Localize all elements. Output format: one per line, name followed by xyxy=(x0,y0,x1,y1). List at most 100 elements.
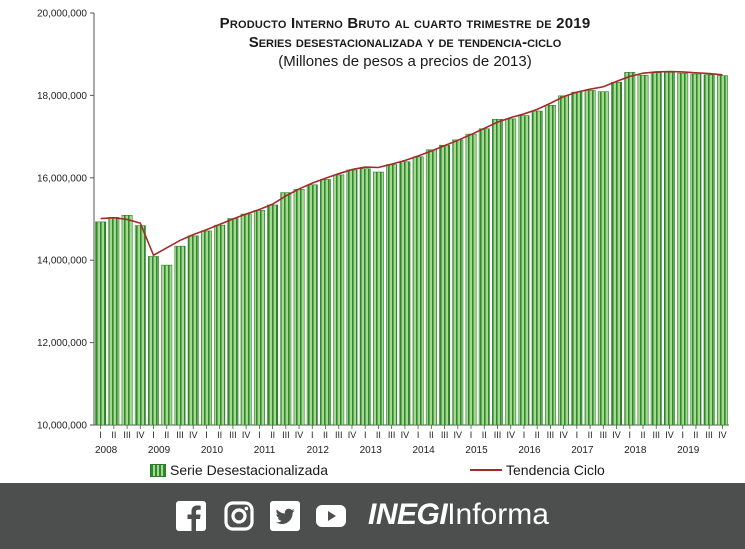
x-quarter-label: I xyxy=(681,430,684,440)
x-year-label: 2015 xyxy=(465,445,488,456)
brand-inegi: INEGI xyxy=(368,498,448,531)
bar xyxy=(161,264,173,426)
x-quarter-label: I xyxy=(629,430,632,440)
x-quarter-label: I xyxy=(99,430,102,440)
bar xyxy=(187,235,199,426)
x-quarter-label: III xyxy=(176,430,184,440)
bar xyxy=(611,81,623,426)
legend-line-label: Tendencia Ciclo xyxy=(506,462,605,478)
y-tick-label: 10,000,000 xyxy=(37,421,87,432)
bar xyxy=(664,72,675,426)
x-quarter-label: II xyxy=(693,430,698,440)
trend-line xyxy=(100,70,723,257)
y-tick-label: 20,000,000 xyxy=(37,9,87,20)
x-quarter-label: IV xyxy=(718,430,727,440)
x-quarter-label: III xyxy=(388,430,396,440)
x-quarter-label: II xyxy=(164,430,169,440)
facebook-icon[interactable] xyxy=(176,501,206,531)
x-quarter-label: I xyxy=(258,430,261,440)
x-quarter-label: I xyxy=(152,430,155,440)
x-quarter-label: II xyxy=(429,430,434,440)
bar xyxy=(465,133,477,426)
x-quarter-label: I xyxy=(364,430,367,440)
bar xyxy=(399,161,411,426)
bar xyxy=(280,192,292,426)
axes-layer xyxy=(90,12,729,429)
x-quarter-label: II xyxy=(217,430,222,440)
y-tick-label: 16,000,000 xyxy=(37,173,87,184)
bar xyxy=(478,128,490,426)
bar xyxy=(174,245,186,426)
inegi-informa-logo: INEGIInforma xyxy=(368,498,549,532)
x-quarter-label: I xyxy=(576,430,579,440)
x-quarter-label: II xyxy=(588,430,593,440)
brand-informa: Informa xyxy=(447,498,549,531)
bar xyxy=(558,95,570,426)
x-year-label: 2017 xyxy=(571,445,594,456)
x-quarter-label: IV xyxy=(612,430,621,440)
x-quarter-label: IV xyxy=(242,430,251,440)
footer-bar: INEGIInforma xyxy=(0,483,745,549)
chart-subtitle: Series desestacionalizada y de tendencia… xyxy=(248,34,562,51)
x-year-label: 2014 xyxy=(413,445,436,456)
bar xyxy=(624,72,636,426)
bar xyxy=(690,73,702,426)
bar xyxy=(492,118,503,426)
x-quarter-label: III xyxy=(441,430,449,440)
x-quarter-label: II xyxy=(535,430,540,440)
bar xyxy=(134,225,146,426)
bar xyxy=(637,74,649,426)
bar xyxy=(253,210,265,426)
bar xyxy=(320,179,331,426)
chart-svg: 10,000,000 12,000,000 14,000,000 16,000,000… xyxy=(37,9,729,456)
bar xyxy=(333,174,345,426)
x-quarter-label: III xyxy=(335,430,343,440)
x-quarter-label: III xyxy=(229,430,237,440)
youtube-icon[interactable] xyxy=(316,501,346,531)
x-year-label: 2008 xyxy=(95,445,118,456)
bar xyxy=(571,91,583,426)
bar xyxy=(452,139,464,426)
bar xyxy=(650,72,662,426)
bar xyxy=(267,204,279,426)
bar xyxy=(531,110,543,426)
chart-title: Producto Interno Bruto al cuarto trimest… xyxy=(219,15,591,32)
bar xyxy=(293,189,305,426)
bar xyxy=(677,72,689,426)
twitter-icon[interactable] xyxy=(270,501,300,531)
x-quarter-label: III xyxy=(494,430,502,440)
x-quarter-label: III xyxy=(123,430,131,440)
x-quarter-label: III xyxy=(600,430,608,440)
x-quarter-label: IV xyxy=(136,430,145,440)
bar xyxy=(544,104,556,426)
x-quarter-label: IV xyxy=(506,430,515,440)
bar xyxy=(95,221,107,426)
bar xyxy=(121,214,133,426)
x-quarter-label: I xyxy=(205,430,208,440)
x-quarter-label: II xyxy=(482,430,487,440)
bar xyxy=(505,118,517,426)
bar xyxy=(597,91,609,426)
instagram-icon[interactable] xyxy=(224,501,254,531)
bar xyxy=(359,168,371,426)
x-quarter-label: IV xyxy=(401,430,410,440)
bar xyxy=(386,164,398,426)
x-quarter-label: I xyxy=(523,430,526,440)
x-quarter-label: IV xyxy=(665,430,674,440)
bar xyxy=(425,149,437,426)
bar xyxy=(214,224,226,426)
legend-bars: Serie Desestacionalizada xyxy=(150,462,328,478)
bar xyxy=(306,184,318,426)
bar xyxy=(584,90,596,426)
x-quarter-label: II xyxy=(376,430,381,440)
x-quarter-label: II xyxy=(270,430,275,440)
x-quarter-label: I xyxy=(417,430,420,440)
x-year-label: 2016 xyxy=(518,445,541,456)
chart-title-box: Producto Interno Bruto al cuarto trimest… xyxy=(140,14,670,71)
bar xyxy=(703,74,715,426)
x-quarter-label: IV xyxy=(295,430,304,440)
x-quarter-label: III xyxy=(282,430,290,440)
bar xyxy=(716,75,728,426)
x-year-label: 2018 xyxy=(624,445,647,456)
y-tick-label: 12,000,000 xyxy=(37,338,87,349)
